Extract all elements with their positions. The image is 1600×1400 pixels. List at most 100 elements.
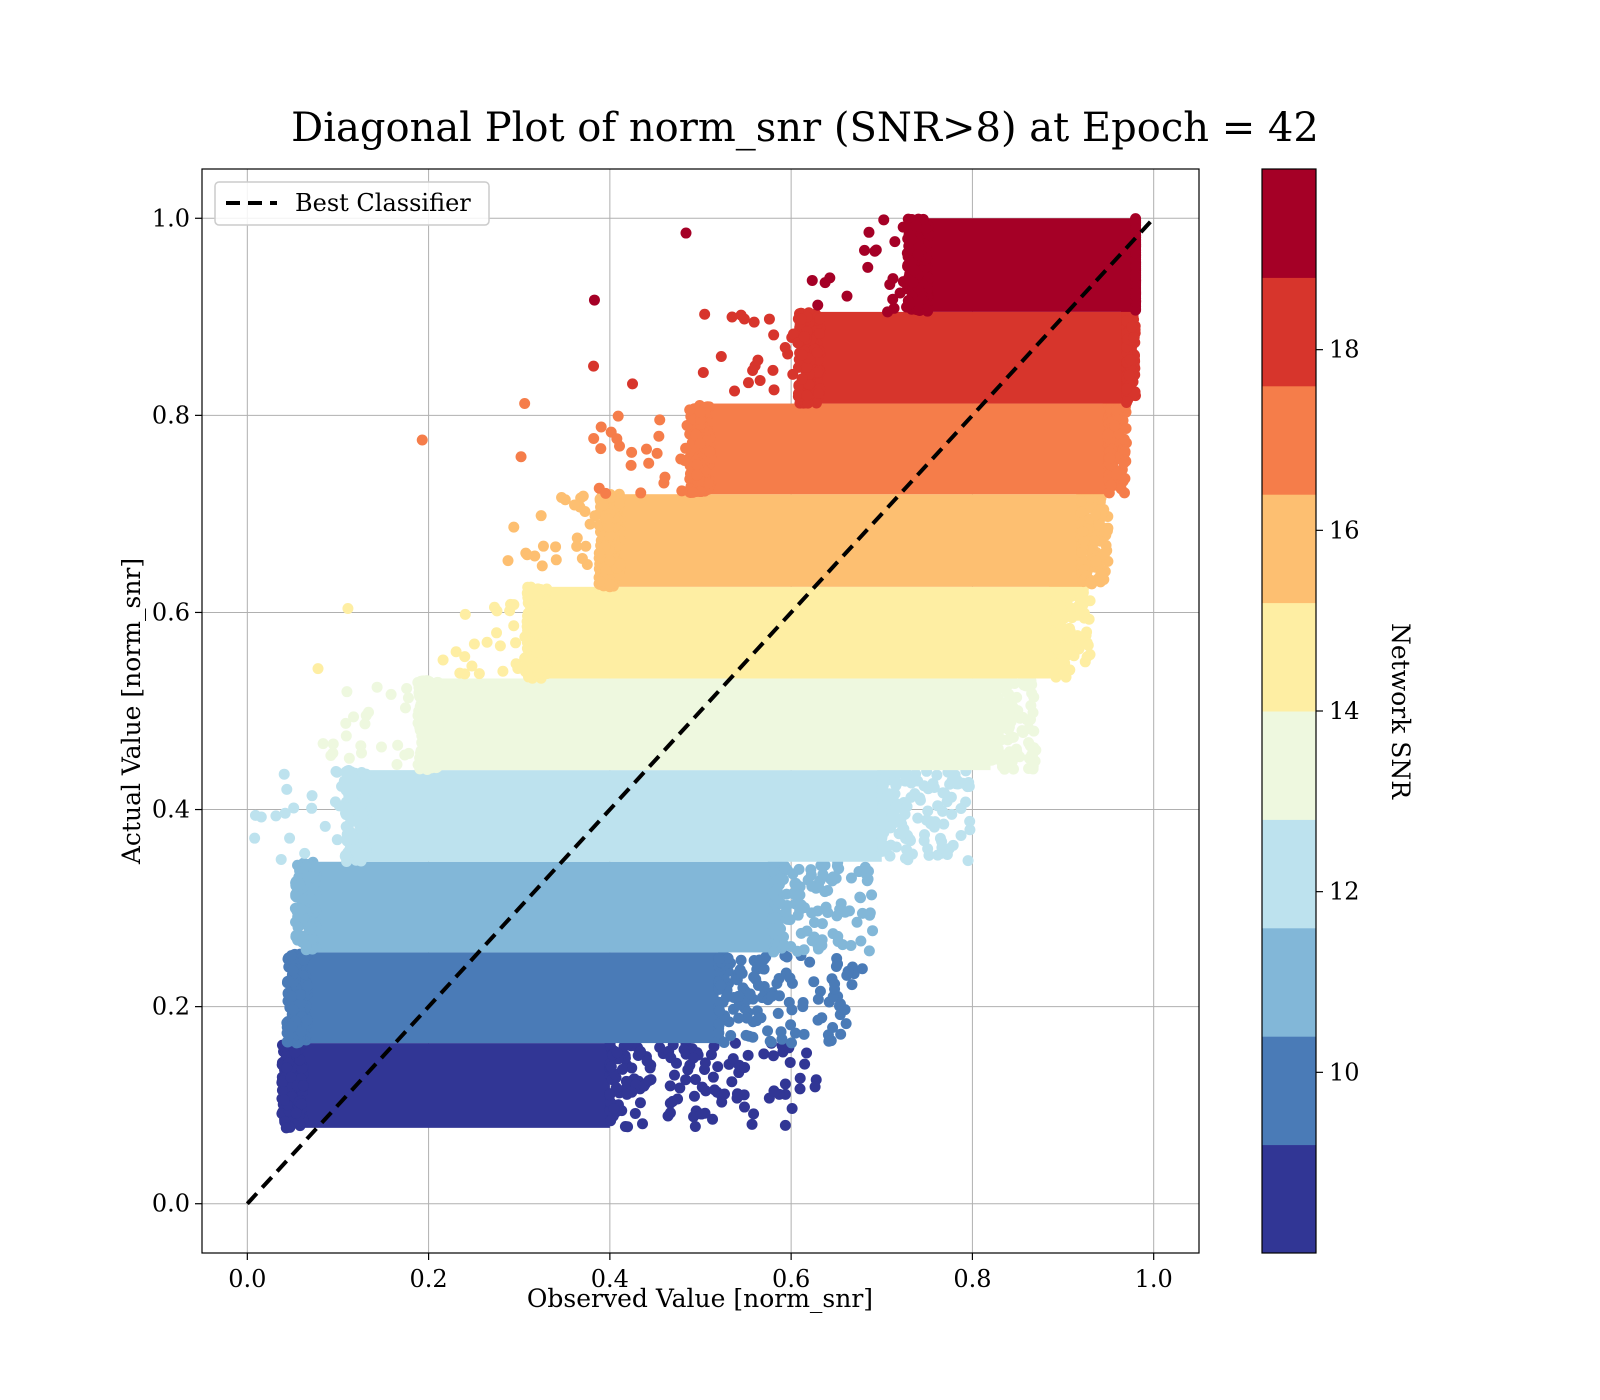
scatter-point (922, 805, 934, 817)
scatter-point (705, 1049, 717, 1061)
scatter-point (707, 1071, 719, 1083)
scatter-point (290, 1107, 302, 1119)
scatter-outlier-point (801, 1047, 813, 1059)
scatter-point (801, 925, 813, 937)
scatter-point (654, 414, 666, 426)
scatter-point (855, 935, 867, 947)
scatter-point (752, 979, 764, 991)
scatter-point (634, 1097, 646, 1109)
scatter-point (748, 1108, 760, 1120)
colorbar-label: Network SNR (1386, 623, 1415, 800)
scatter-point (794, 904, 806, 916)
scatter-point (704, 446, 716, 458)
scatter-point (1102, 428, 1114, 440)
scatter-point (1095, 568, 1107, 580)
scatter-point (278, 1094, 290, 1106)
scatter-point (901, 844, 913, 856)
scatter-point (1098, 548, 1110, 560)
scatter-point (1002, 723, 1014, 735)
scatter-outlier-point (695, 1108, 707, 1120)
scatter-point (371, 681, 383, 693)
scatter-point (1119, 472, 1131, 484)
scatter-point (813, 328, 825, 340)
scatter-point (1048, 614, 1060, 626)
scatter-point (330, 766, 342, 778)
scatter-point (306, 790, 318, 802)
y-tick-label: 0.6 (152, 598, 190, 626)
scatter-point (1051, 630, 1063, 642)
scatter-point (787, 368, 799, 380)
scatter-point (688, 1090, 700, 1102)
scatter-point (758, 963, 770, 975)
scatter-point (715, 979, 727, 991)
scatter-point (791, 945, 803, 957)
scatter-point (748, 316, 760, 328)
scatter-point (343, 752, 355, 764)
scatter-point (1124, 354, 1136, 366)
scatter-point (733, 990, 745, 1002)
scatter-point (845, 939, 857, 951)
scatter-point (1084, 577, 1096, 589)
scatter-point (897, 276, 909, 288)
scatter-point (856, 963, 868, 975)
scatter-point (1128, 332, 1140, 344)
scatter-point (510, 637, 522, 649)
scatter-band-core (292, 1043, 610, 1128)
scatter-point (433, 705, 445, 717)
scatter-point (283, 975, 295, 987)
scatter-point (519, 631, 531, 643)
scatter-point (481, 636, 493, 648)
scatter-point (854, 891, 866, 903)
scatter-point (550, 554, 562, 566)
scatter-point (804, 956, 816, 968)
scatter-point (687, 486, 699, 498)
scatter-point (809, 1081, 821, 1093)
scatter-point (841, 290, 853, 302)
scatter-point (796, 373, 808, 385)
scatter-point (333, 800, 345, 812)
colorbar-band (1262, 602, 1316, 712)
y-tick-label: 0.2 (152, 993, 190, 1021)
scatter-point (621, 1088, 633, 1100)
scatter-point (882, 306, 894, 318)
colorbar-bands (1262, 169, 1316, 1254)
colorbar-band (1262, 385, 1316, 495)
scatter-point (816, 939, 828, 951)
scatter-point (535, 510, 547, 522)
scatter-point (773, 990, 785, 1002)
scatter-point (862, 873, 874, 885)
scatter-point (846, 979, 858, 991)
scatter-point (402, 692, 414, 704)
scatter-point (292, 859, 304, 871)
scatter-point (768, 384, 780, 396)
scatter-point (822, 907, 834, 919)
scatter-point (437, 654, 449, 666)
scatter-point (676, 485, 688, 497)
scatter-point (985, 699, 997, 711)
scatter-point (360, 709, 372, 721)
scatter-point (287, 1004, 299, 1016)
scatter-point (792, 388, 804, 400)
scatter-point (801, 389, 813, 401)
scatter-point (689, 1121, 701, 1133)
scatter-point (432, 737, 444, 749)
scatter-point (654, 1041, 666, 1053)
scatter-point (754, 375, 766, 387)
scatter-point (339, 849, 351, 861)
scatter-point (1109, 420, 1121, 432)
colorbar-ticks: 10 12 14 16 18 (1316, 336, 1360, 1086)
scatter-point (787, 328, 799, 340)
scatter-point (996, 761, 1008, 773)
scatter-point (794, 1083, 806, 1095)
scatter-point (679, 455, 691, 467)
scatter-point (325, 750, 337, 762)
scatter-point (699, 1057, 711, 1069)
scatter-point (946, 808, 958, 820)
scatter-point (1082, 639, 1094, 651)
scatter-point (797, 997, 809, 1009)
scatter-outlier-point (280, 1122, 292, 1134)
scatter-outlier-point (1048, 596, 1060, 608)
scatter-point (985, 754, 997, 766)
scatter-point (614, 558, 626, 570)
